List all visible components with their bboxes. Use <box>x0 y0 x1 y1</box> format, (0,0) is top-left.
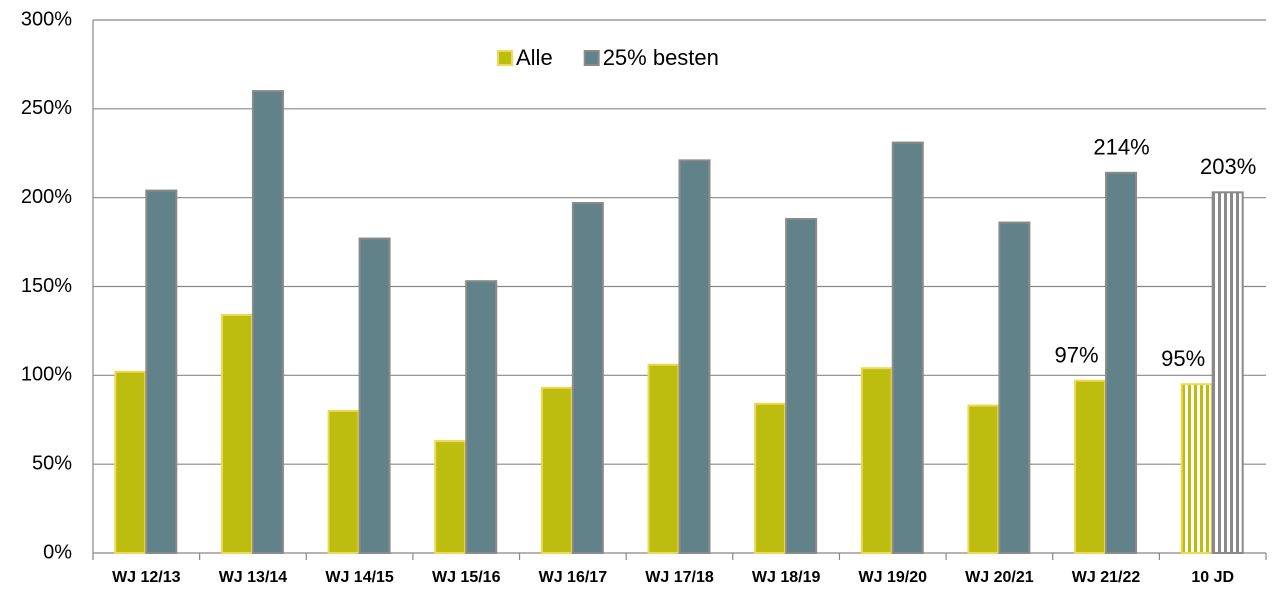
bar <box>860 367 893 554</box>
data-label: 203% <box>1200 154 1256 179</box>
y-tick-label: 250% <box>21 97 72 119</box>
bar <box>967 404 1000 554</box>
legend-label: 25% besten <box>603 45 719 70</box>
bar <box>358 237 391 554</box>
y-tick-label: 200% <box>21 186 72 208</box>
bar <box>1180 383 1213 555</box>
x-tick-label: WJ 13/14 <box>219 569 288 586</box>
x-tick-label: WJ 21/22 <box>1072 569 1141 586</box>
bar <box>220 313 253 554</box>
legend-swatch <box>497 50 513 66</box>
bar <box>1211 191 1244 554</box>
y-tick-label: 0% <box>43 541 72 563</box>
bar <box>647 363 680 554</box>
y-tick-label: 50% <box>32 452 72 474</box>
data-label: 214% <box>1093 135 1149 160</box>
x-tick-label: WJ 17/18 <box>645 569 714 586</box>
legend-label: Alle <box>516 45 553 70</box>
bar <box>327 409 360 554</box>
data-label: 97% <box>1055 342 1099 367</box>
x-tick-label: WJ 15/16 <box>432 569 501 586</box>
x-tick-label: WJ 19/20 <box>859 569 928 586</box>
bar <box>114 370 147 554</box>
bar <box>1105 171 1138 554</box>
bar <box>465 280 498 554</box>
bar <box>785 217 818 554</box>
bar <box>251 90 284 554</box>
bar <box>145 189 178 554</box>
y-tick-label: 150% <box>21 275 72 297</box>
bar <box>754 402 787 555</box>
bar <box>434 440 467 555</box>
bar <box>891 141 924 554</box>
x-tick-label: WJ 14/15 <box>325 569 394 586</box>
x-tick-label: WJ 12/13 <box>112 569 181 586</box>
data-label: 95% <box>1161 346 1205 371</box>
bar <box>571 201 604 554</box>
bar <box>1074 379 1107 554</box>
x-tick-label: WJ 16/17 <box>539 569 608 586</box>
bar <box>540 386 573 554</box>
x-tick-label: WJ 18/19 <box>752 569 821 586</box>
legend-swatch <box>583 50 600 66</box>
y-tick-label: 300% <box>21 8 72 30</box>
x-tick-label: 10 JD <box>1191 569 1234 586</box>
bar <box>678 159 711 555</box>
x-tick-label: WJ 20/21 <box>965 569 1034 586</box>
y-tick-label: 100% <box>21 364 72 386</box>
bar <box>998 221 1031 554</box>
